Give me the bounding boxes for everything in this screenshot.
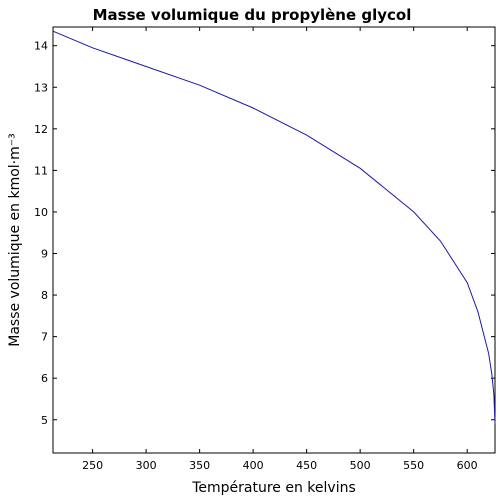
x-axis-ticks: 250 300 350 400 450 500 550 600 [82,27,478,472]
y-tick-label: 9 [41,248,48,261]
y-tick-label: 12 [34,123,48,136]
y-axis-label: Masse volumique en kmol·m⁻³ [7,133,23,347]
y-tick-label: 8 [41,289,48,302]
chart-title: Masse volumique du propylène glycol [93,6,412,24]
y-tick-label: 6 [41,372,48,385]
x-tick-label: 300 [136,459,157,472]
x-tick-label: 450 [296,459,317,472]
y-tick-label: 13 [34,81,48,94]
y-tick-label: 14 [34,40,48,53]
x-tick-label: 250 [82,459,103,472]
density-curve [52,30,496,424]
y-tick-label: 7 [41,331,48,344]
x-tick-label: 500 [350,459,371,472]
y-tick-label: 10 [34,206,48,219]
y-axis-ticks: 5 6 7 8 9 10 11 12 13 14 [34,40,495,427]
y-tick-label: 11 [34,164,48,177]
x-tick-label: 600 [457,459,478,472]
plot-area [52,26,496,454]
x-tick-label: 550 [403,459,424,472]
x-axis-label: Température en kelvins [191,480,356,496]
x-tick-label: 350 [189,459,210,472]
y-tick-label: 5 [41,414,48,427]
x-tick-label: 400 [243,459,264,472]
